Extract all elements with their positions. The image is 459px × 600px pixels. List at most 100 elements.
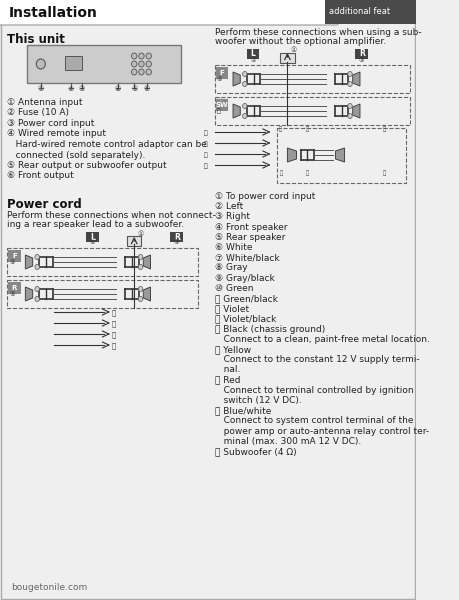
Circle shape [348, 103, 352, 109]
Text: ⑤ Rear speaker: ⑤ Rear speaker [215, 233, 285, 242]
Text: ⑥ Front output: ⑥ Front output [7, 172, 74, 181]
Text: Installation: Installation [9, 6, 98, 20]
Text: Perform these connections when not connect-: Perform these connections when not conne… [7, 211, 216, 220]
Text: ④: ④ [115, 86, 121, 92]
Text: ③: ③ [359, 58, 364, 63]
Polygon shape [353, 72, 360, 86]
Text: R: R [12, 285, 17, 291]
Circle shape [242, 103, 247, 109]
Text: ⑰: ⑰ [280, 170, 283, 176]
Text: ⑪ Green/black: ⑪ Green/black [215, 294, 278, 303]
Text: ①: ① [38, 86, 44, 92]
Bar [216, 99, 229, 111]
Text: ⑪: ⑪ [306, 170, 309, 176]
Text: ⑬ Violet/black: ⑬ Violet/black [215, 314, 276, 323]
Bar [325, 0, 416, 24]
Circle shape [35, 286, 39, 292]
Circle shape [242, 71, 247, 76]
Text: ③: ③ [174, 240, 179, 245]
Bar [7, 248, 198, 276]
Text: ⑫ Violet: ⑫ Violet [215, 304, 249, 313]
Text: ① To power cord input: ① To power cord input [215, 192, 315, 201]
Text: minal (max. 300 mA 12 V DC).: minal (max. 300 mA 12 V DC). [215, 437, 361, 446]
Text: ⑤: ⑤ [218, 98, 223, 103]
Text: ⑯: ⑯ [278, 127, 282, 132]
Bar [27, 45, 181, 83]
Polygon shape [25, 287, 33, 301]
Text: R: R [359, 49, 365, 58]
Text: F: F [220, 70, 224, 76]
Text: ⑰ Blue/white: ⑰ Blue/white [215, 406, 271, 415]
Circle shape [138, 286, 143, 292]
Text: ⑮: ⑮ [217, 109, 220, 114]
Circle shape [146, 69, 151, 75]
Circle shape [139, 69, 144, 75]
Text: Connect to system control terminal of the: Connect to system control terminal of th… [215, 416, 414, 425]
Text: power amp or auto-antenna relay control ter-: power amp or auto-antenna relay control … [215, 427, 429, 436]
Text: ⑥: ⑥ [144, 86, 150, 92]
Circle shape [138, 265, 143, 269]
Polygon shape [353, 104, 360, 118]
Bar [86, 232, 99, 242]
Polygon shape [233, 104, 240, 118]
Text: ②: ② [250, 58, 256, 63]
Text: Connect to the constant 12 V supply termi-: Connect to the constant 12 V supply term… [215, 355, 420, 364]
Text: switch (12 V DC).: switch (12 V DC). [215, 396, 302, 405]
Text: ⑮ Yellow: ⑮ Yellow [215, 345, 251, 354]
Polygon shape [336, 148, 345, 162]
Circle shape [348, 113, 352, 118]
Text: ⑱ Subwoofer (4 Ω): ⑱ Subwoofer (4 Ω) [215, 447, 297, 456]
Text: ⑤: ⑤ [9, 292, 15, 297]
Text: ④: ④ [9, 260, 15, 265]
Circle shape [131, 69, 137, 75]
Text: Hard-wired remote control adaptor can be: Hard-wired remote control adaptor can be [7, 140, 207, 149]
Text: ⑮: ⑮ [112, 320, 116, 328]
Text: ④ Wired remote input: ④ Wired remote input [7, 130, 106, 139]
Text: F: F [12, 253, 17, 259]
Text: ⑥ White: ⑥ White [215, 243, 252, 252]
Circle shape [131, 53, 137, 59]
Bar [246, 49, 259, 59]
Text: ⑮: ⑮ [204, 141, 208, 147]
Bar [170, 232, 183, 242]
Text: Connect to a clean, paint-free metal location.: Connect to a clean, paint-free metal loc… [215, 335, 430, 344]
Text: ⑭: ⑭ [204, 130, 208, 136]
Bar [8, 282, 21, 294]
Text: ⑯ Red: ⑯ Red [215, 376, 241, 385]
Bar [215, 65, 410, 93]
Text: L: L [251, 49, 255, 58]
Text: This unit: This unit [7, 33, 65, 46]
Circle shape [348, 82, 352, 86]
Circle shape [139, 53, 144, 59]
FancyBboxPatch shape [0, 0, 338, 25]
Text: ② Left: ② Left [215, 202, 243, 211]
Text: ⑯: ⑯ [204, 152, 208, 158]
Text: ⑰: ⑰ [112, 343, 116, 349]
Text: ⑯: ⑯ [112, 332, 116, 338]
Text: R: R [174, 232, 180, 241]
Circle shape [242, 113, 247, 118]
Text: ⑧ Gray: ⑧ Gray [215, 263, 247, 272]
Text: connected (sold separately).: connected (sold separately). [7, 151, 146, 160]
Circle shape [242, 82, 247, 86]
Text: ⑦ White/black: ⑦ White/black [215, 253, 280, 262]
Bar [127, 236, 141, 246]
Bar [215, 97, 410, 125]
Text: ⑤: ⑤ [131, 86, 137, 92]
Circle shape [138, 254, 143, 259]
Text: ⑱: ⑱ [306, 127, 309, 132]
Bar [355, 49, 368, 59]
Text: ② Fuse (10 A): ② Fuse (10 A) [7, 109, 69, 118]
Text: additional feat: additional feat [329, 7, 390, 16]
Text: nal.: nal. [215, 365, 240, 374]
Circle shape [348, 71, 352, 76]
Text: SW: SW [216, 102, 229, 108]
Text: ⑭ Black (chassis ground): ⑭ Black (chassis ground) [215, 325, 325, 334]
Text: woofer without the optional amplifier.: woofer without the optional amplifier. [215, 37, 386, 46]
Circle shape [35, 254, 39, 259]
Text: ③: ③ [78, 86, 85, 92]
Circle shape [139, 61, 144, 67]
Text: ing a rear speaker lead to a subwoofer.: ing a rear speaker lead to a subwoofer. [7, 220, 185, 229]
Text: Connect to terminal controlled by ignition: Connect to terminal controlled by igniti… [215, 386, 414, 395]
Circle shape [36, 59, 45, 69]
